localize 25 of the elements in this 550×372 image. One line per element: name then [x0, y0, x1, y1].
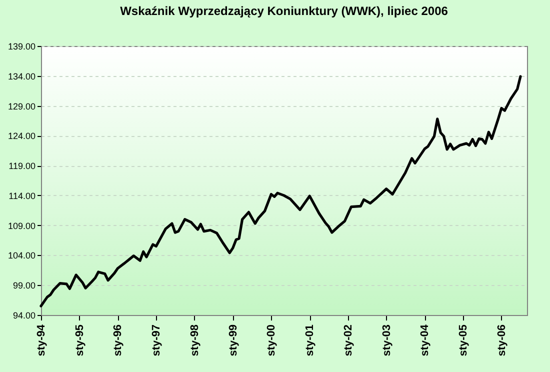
y-tick-label: 94.00: [12, 310, 36, 320]
x-tick-label: sty-00: [266, 324, 278, 356]
x-tick-label: sty-03: [380, 324, 393, 356]
chart-title: Wskaźnik Wyprzedzający Koniunktury (WWK), lipiec 2006: [120, 4, 448, 18]
x-tick-label: sty-99: [227, 324, 240, 356]
x-tick-label: sty-04: [419, 324, 432, 356]
line-series: [40, 75, 522, 308]
y-tick-label: 129.00: [8, 101, 36, 112]
y-tick-label: 104.00: [8, 250, 36, 261]
y-tick-label: 114.00: [8, 190, 36, 201]
y-tick-label: 99.00: [12, 280, 36, 291]
x-tick-label: sty-96: [112, 324, 124, 356]
y-tick-label: 124.00: [8, 131, 36, 142]
y-tick-label: 109.00: [8, 220, 36, 231]
y-tick-label: 139.00: [8, 42, 36, 52]
x-tick-label: sty-98: [188, 324, 201, 356]
y-tick-label: 119.00: [8, 161, 36, 172]
x-tick-label: sty-97: [150, 324, 163, 356]
y-tick-label: 134.00: [8, 71, 36, 82]
x-tick-label: sty-95: [74, 324, 86, 356]
x-tick-label: sty-02: [342, 324, 354, 356]
x-tick-label: sty-94: [36, 324, 48, 356]
x-tick-label: sty-01: [304, 324, 316, 356]
x-tick-label: sty-05: [458, 324, 470, 356]
x-tick-label: sty-06: [496, 324, 508, 356]
